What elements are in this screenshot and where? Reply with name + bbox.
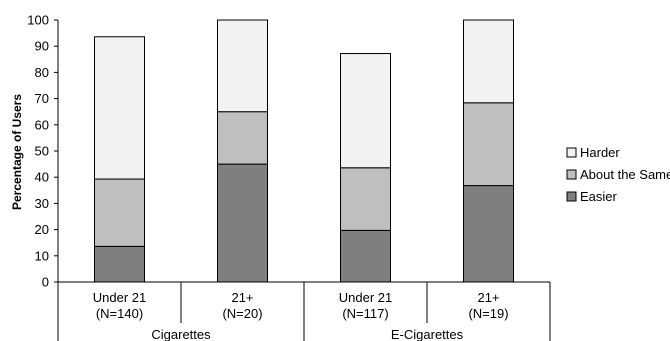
bar-segment	[463, 102, 514, 187]
category-label: 21+	[231, 290, 253, 305]
category-label: 21+	[477, 290, 499, 305]
y-tick-label: 0	[42, 275, 49, 290]
y-tick-label: 60	[35, 117, 49, 132]
bar-segment	[463, 185, 514, 283]
category-label: Under 21	[93, 290, 146, 305]
legend-swatch	[566, 169, 577, 180]
y-axis-title: Percentage of Users	[10, 94, 24, 210]
legend: Harder About the Same Easier	[566, 145, 670, 204]
y-axis: 0 10 20 30 40 50 60 70 80 90 100	[27, 13, 59, 290]
category-count-label: (N=20)	[222, 306, 262, 321]
y-tick-label: 40	[35, 170, 49, 185]
category-label: Under 21	[339, 290, 392, 305]
category-count-label: (N=19)	[468, 306, 508, 321]
group-label: Cigarettes	[151, 327, 211, 341]
legend-label: Easier	[580, 189, 618, 204]
legend-swatch	[566, 147, 577, 158]
bar-segment	[217, 163, 268, 283]
category-count-label: (N=140)	[96, 306, 143, 321]
category-count-label: (N=117)	[342, 306, 388, 321]
y-tick-label: 80	[35, 65, 49, 80]
bar-segment	[463, 19, 514, 104]
y-tick-label: 90	[35, 39, 49, 54]
bar-segment	[94, 178, 145, 247]
y-tick-label: 70	[35, 91, 49, 106]
bar-segment	[217, 111, 268, 165]
legend-label: About the Same	[580, 167, 670, 182]
y-tick-label: 100	[27, 13, 49, 28]
y-tick-label: 20	[35, 222, 49, 237]
bar-segment	[217, 19, 268, 113]
y-tick-label: 30	[35, 196, 49, 211]
y-tick-label: 50	[35, 144, 49, 159]
bar-segment	[340, 167, 391, 231]
bars	[94, 19, 514, 283]
bar-segment	[340, 229, 391, 283]
bar-segment	[340, 53, 391, 169]
group-label: E-Cigarettes	[391, 327, 464, 341]
legend-label: Harder	[580, 145, 620, 160]
x-axis: Under 21(N=140)21+(N=20)Under 21(N=117)2…	[57, 281, 551, 341]
bar-segment	[94, 245, 145, 283]
legend-swatch	[566, 191, 577, 202]
bar-segment	[94, 36, 145, 180]
y-tick-label: 10	[35, 248, 49, 263]
